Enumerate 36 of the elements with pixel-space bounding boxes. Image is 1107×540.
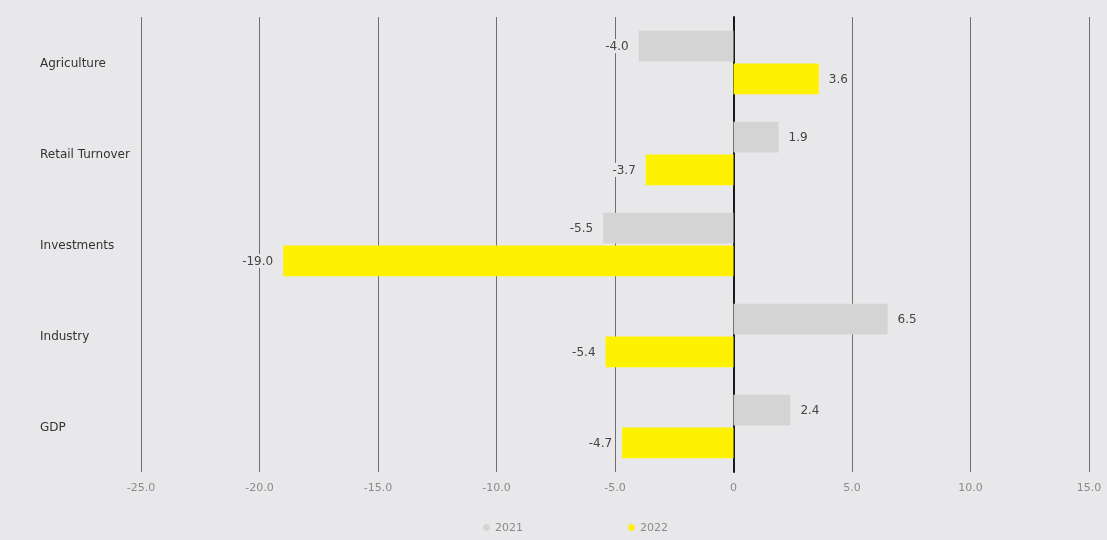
x-tick-label: -15.0: [363, 481, 393, 494]
legend-label: 2021: [495, 521, 523, 534]
bar: [603, 212, 734, 244]
bar: [733, 121, 779, 153]
data-label: 3.6: [828, 71, 848, 86]
data-label: -4.0: [605, 39, 629, 54]
y-tick-label: Retail Turnover: [40, 146, 130, 161]
bar: [645, 154, 734, 186]
x-tick-label: -25.0: [126, 481, 156, 494]
bar: [605, 336, 734, 368]
data-label: -4.7: [588, 435, 613, 450]
x-tick-label: -5.0: [604, 481, 626, 494]
data-label: -3.7: [612, 162, 636, 177]
data-label: 6.5: [897, 312, 917, 327]
y-tick-label: Industry: [40, 328, 90, 343]
y-tick-label: Agriculture: [40, 55, 106, 70]
data-label: -19.0: [242, 253, 274, 268]
x-tick-label: -20.0: [245, 481, 274, 494]
x-tick-label: 5.0: [843, 481, 861, 494]
bar: [638, 30, 734, 62]
x-tick-label: -10.0: [482, 481, 511, 494]
y-tick-label: Investments: [40, 237, 115, 252]
x-tick-label: 0: [730, 481, 737, 494]
bar: [733, 303, 888, 335]
x-tick-label: 10.0: [958, 481, 983, 494]
data-label: 2.4: [800, 403, 820, 418]
data-label: 1.9: [788, 130, 808, 145]
data-label: -5.5: [569, 221, 594, 236]
legend-label: 2022: [639, 521, 668, 534]
x-tick-label: 15.0: [1076, 481, 1102, 494]
bar: [622, 427, 734, 459]
bar: [733, 63, 819, 95]
bar: [283, 245, 734, 277]
data-label: -5.4: [572, 344, 596, 359]
bar: [733, 394, 791, 426]
y-tick-label: GDP: [40, 419, 66, 434]
